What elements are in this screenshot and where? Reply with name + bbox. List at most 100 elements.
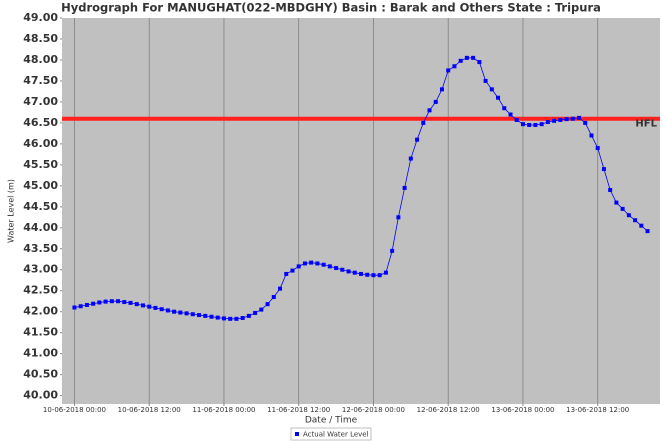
point-marker (446, 68, 451, 73)
point-marker (608, 188, 613, 193)
y-tick-label: 48.00 (23, 53, 58, 66)
point-marker (577, 115, 582, 120)
y-tick-label: 43.50 (23, 242, 58, 255)
point-marker (116, 299, 121, 304)
point-marker (620, 206, 625, 211)
legend-marker (295, 432, 299, 436)
point-marker (165, 308, 170, 313)
point-marker (583, 120, 588, 125)
point-marker (614, 200, 619, 205)
x-axis-label: Date / Time (305, 416, 358, 426)
point-marker (259, 307, 264, 312)
legend-box (290, 427, 372, 441)
point-marker (296, 264, 301, 269)
point-marker (570, 116, 575, 121)
point-marker (533, 122, 538, 127)
point-marker (209, 314, 214, 319)
point-marker (371, 273, 376, 278)
point-marker (483, 78, 488, 83)
point-marker (197, 313, 202, 318)
point-marker (278, 286, 283, 291)
point-marker (271, 295, 276, 300)
point-marker (489, 87, 494, 92)
y-tick-label: 47.00 (23, 95, 58, 108)
point-marker (439, 87, 444, 92)
point-marker (172, 309, 177, 314)
point-marker (134, 302, 139, 307)
point-marker (452, 64, 457, 69)
point-marker (315, 261, 320, 266)
y-tick-label: 44.00 (23, 221, 58, 234)
point-marker (128, 300, 133, 305)
point-marker (178, 310, 183, 315)
y-tick-label: 42.50 (23, 284, 58, 297)
point-marker (589, 133, 594, 138)
y-tick-label: 44.50 (23, 200, 58, 213)
y-tick-label: 48.50 (23, 32, 58, 45)
y-tick-label: 45.00 (23, 179, 58, 192)
point-marker (159, 307, 164, 312)
point-marker (402, 185, 407, 190)
point-marker (221, 316, 226, 321)
point-marker (464, 55, 469, 60)
point-marker (390, 248, 395, 253)
point-marker (334, 266, 339, 271)
y-tick-label: 41.00 (23, 347, 58, 360)
point-marker (284, 271, 289, 276)
point-marker (477, 60, 482, 65)
point-marker (601, 167, 606, 172)
point-marker (147, 304, 152, 309)
point-marker (321, 262, 326, 267)
y-tick-label: 43.00 (23, 263, 58, 276)
y-axis-label: Water Level (m) (7, 179, 16, 243)
point-marker (122, 300, 127, 305)
legend-label: Actual Water Level (303, 431, 369, 439)
y-tick-label: 40.00 (23, 389, 58, 402)
point-marker (539, 122, 544, 127)
point-marker (595, 146, 600, 151)
plot-area (62, 18, 660, 404)
y-tick-label: 49.00 (23, 11, 58, 24)
point-marker (91, 301, 96, 306)
point-marker (215, 315, 220, 320)
point-marker (626, 213, 631, 218)
point-marker (290, 268, 295, 273)
point-marker (359, 271, 363, 276)
y-tick-label: 46.00 (23, 137, 58, 150)
point-marker (633, 218, 638, 223)
point-marker (309, 260, 314, 265)
point-marker (496, 95, 501, 100)
point-marker (184, 311, 189, 316)
hfl-label: HFL (635, 119, 657, 130)
point-marker (109, 299, 114, 304)
point-marker (265, 302, 270, 307)
point-marker (433, 99, 438, 104)
point-marker (78, 304, 83, 309)
point-marker (645, 229, 650, 234)
point-marker (396, 215, 401, 220)
x-tick-label: 11-06-2018 00:00 (192, 406, 255, 414)
point-marker (552, 118, 557, 123)
x-tick-label: 10-06-2018 00:00 (43, 406, 106, 414)
point-marker (246, 313, 251, 318)
point-marker (558, 117, 563, 122)
x-tick-label: 13-06-2018 00:00 (491, 406, 554, 414)
point-marker (72, 305, 77, 310)
y-tick-label: 40.50 (23, 368, 58, 381)
point-marker (427, 108, 432, 113)
point-marker (203, 313, 208, 318)
y-tick-label: 47.50 (23, 74, 58, 87)
point-marker (228, 316, 233, 321)
y-tick-label: 45.50 (23, 158, 58, 171)
x-tick-label: 11-06-2018 12:00 (267, 406, 330, 414)
y-tick-label: 46.50 (23, 116, 58, 129)
point-marker (377, 273, 382, 278)
point-marker (97, 300, 102, 305)
point-marker (365, 272, 370, 277)
point-marker (352, 270, 357, 275)
point-marker (302, 261, 307, 266)
point-marker (545, 120, 550, 125)
x-tick-label: 10-06-2018 12:00 (118, 406, 181, 414)
point-marker (190, 312, 195, 317)
